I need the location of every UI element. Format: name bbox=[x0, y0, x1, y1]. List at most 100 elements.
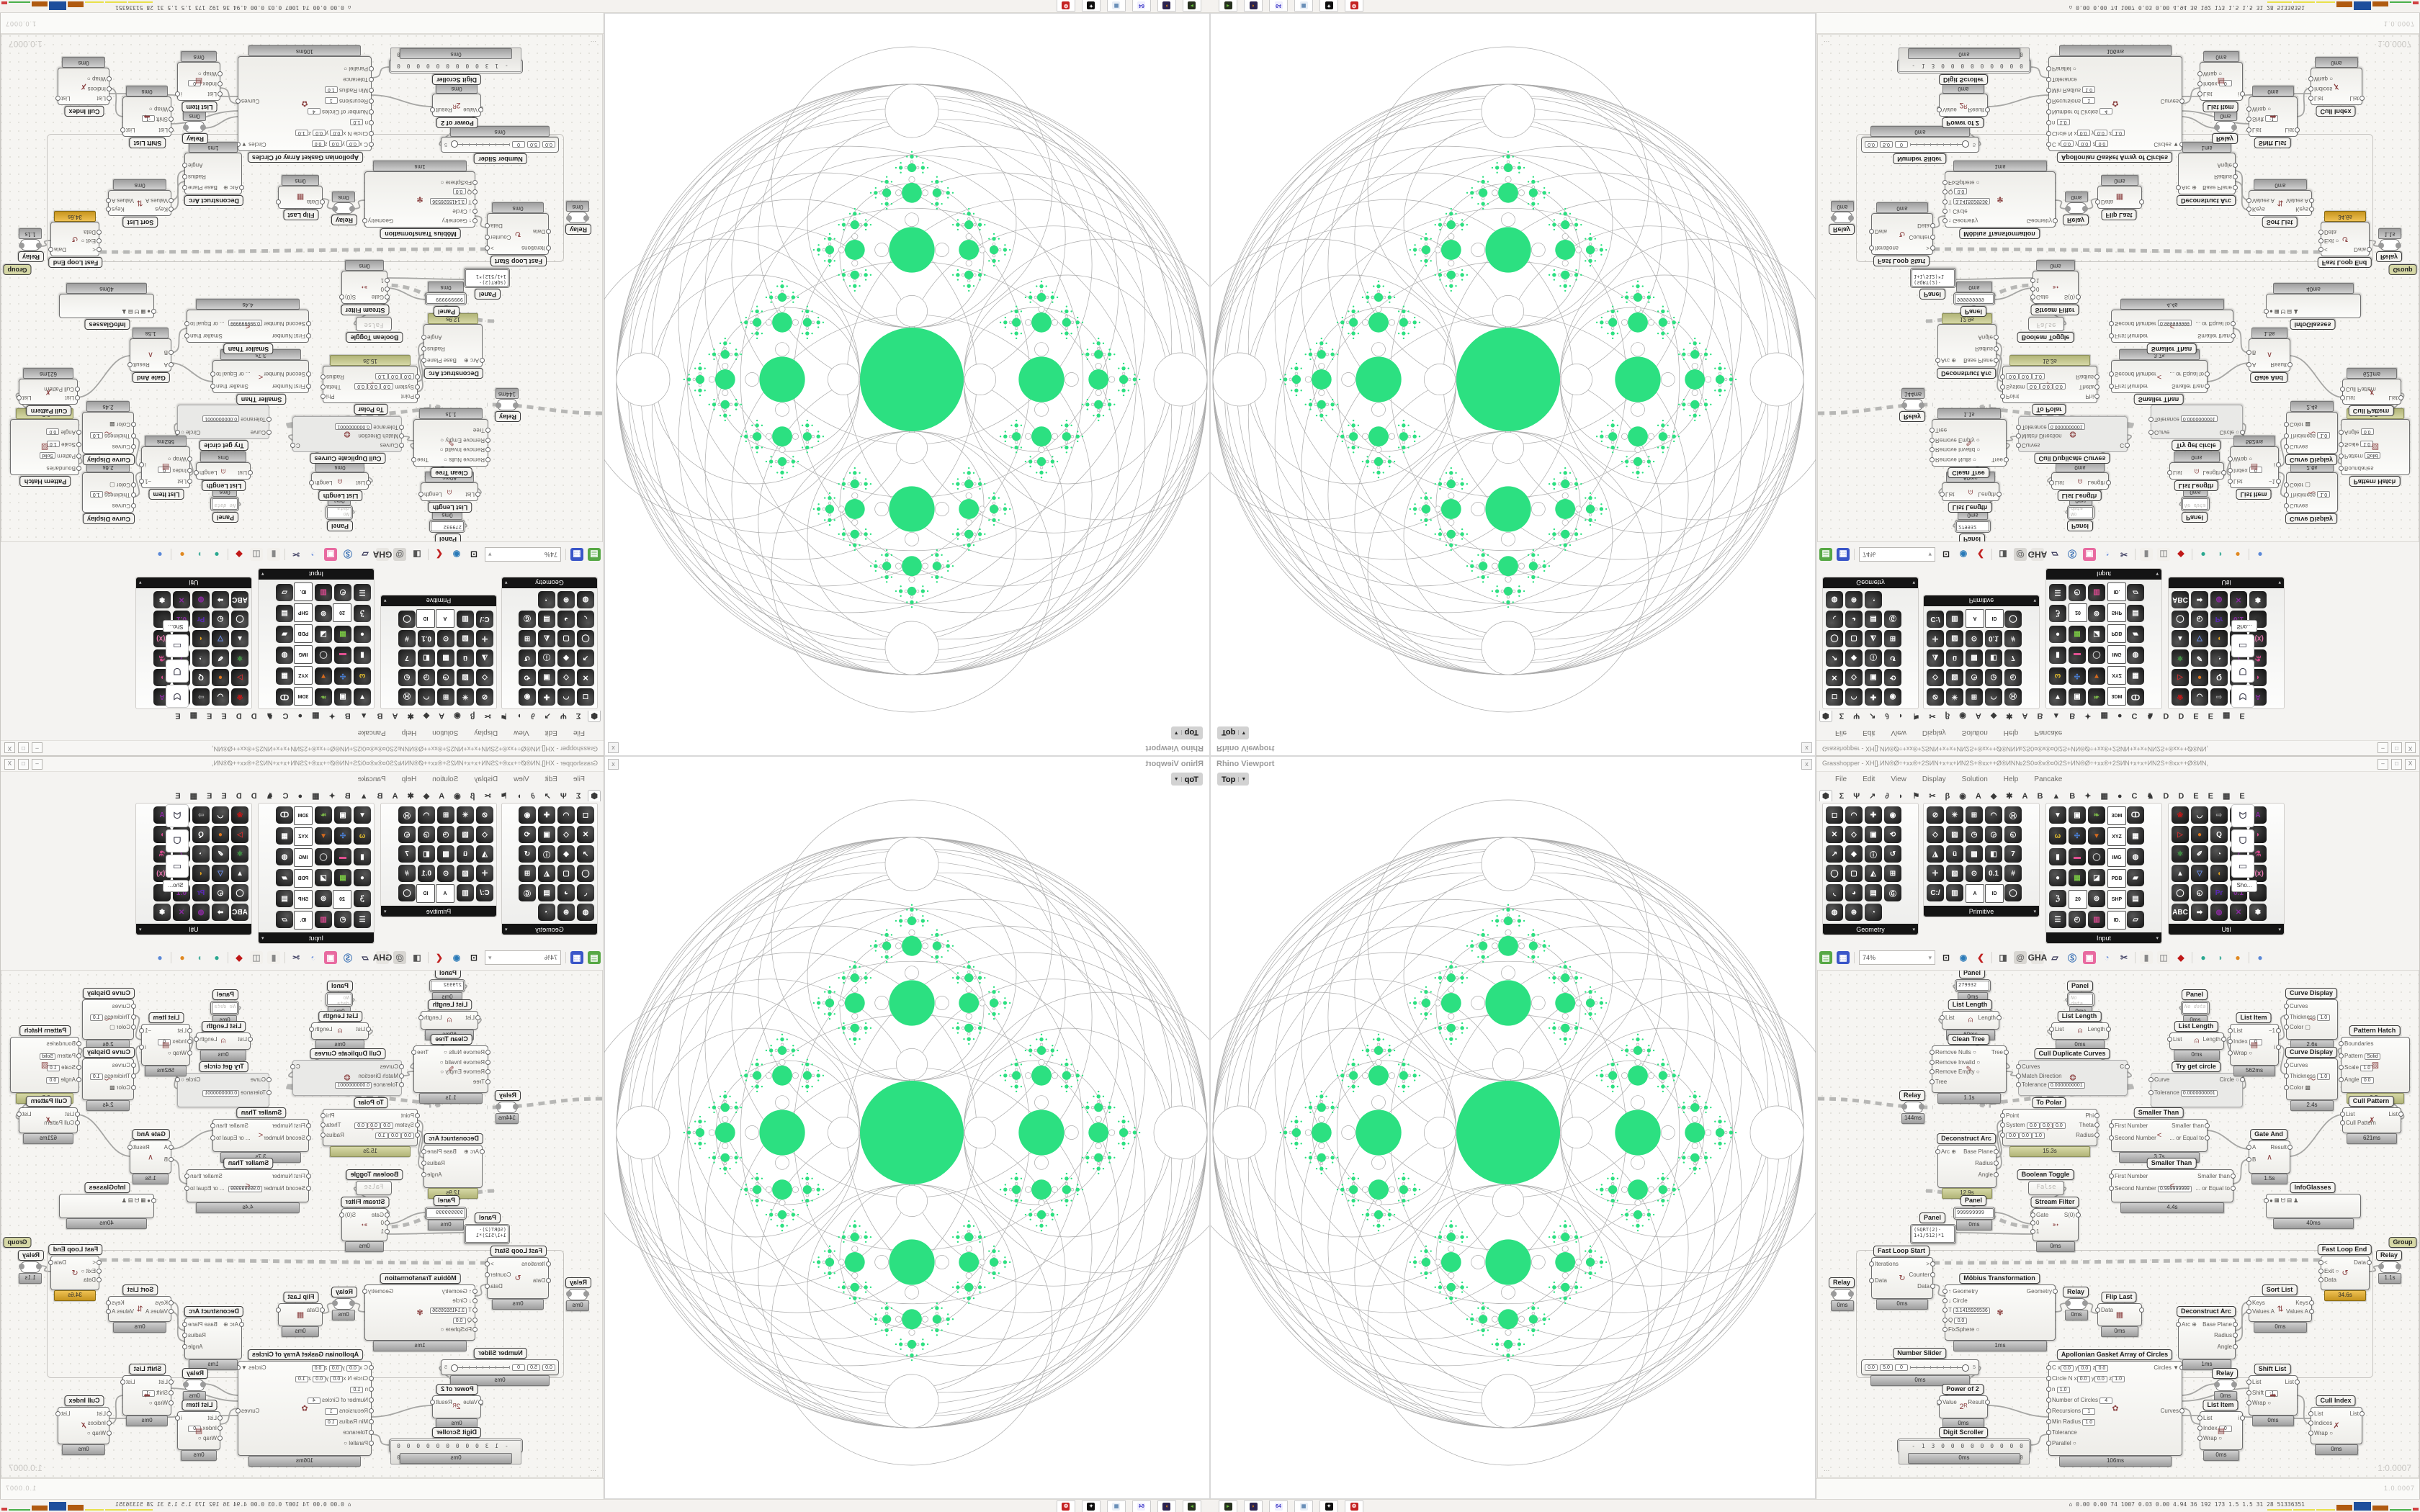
gh-component-deconstruct-arc[interactable]: Arc ⊕ Base Plane Radius Angle bbox=[421, 1145, 485, 1188]
output-port[interactable] bbox=[418, 1015, 424, 1020]
input-port[interactable] bbox=[2046, 1365, 2051, 1370]
palette-tab[interactable]: E bbox=[175, 792, 181, 801]
component-icon[interactable]: ⓘ bbox=[538, 845, 555, 863]
component-icon[interactable]: ▬ bbox=[2069, 647, 2086, 664]
component-icon[interactable]: SHP bbox=[2107, 603, 2126, 622]
gh-component-deconstruct-arc[interactable]: Arc ⊕ Base Plane Radius Angle bbox=[1935, 324, 1999, 367]
input-port[interactable] bbox=[2318, 1260, 2323, 1265]
input-port[interactable] bbox=[266, 417, 272, 422]
component-icon[interactable]: ◠ bbox=[1845, 806, 1863, 824]
component-icon[interactable]: ◭ bbox=[538, 630, 555, 647]
output-port[interactable] bbox=[48, 247, 53, 252]
input-port[interactable] bbox=[472, 1317, 478, 1323]
input-port[interactable] bbox=[2284, 482, 2289, 487]
input-port[interactable] bbox=[485, 1059, 490, 1065]
input-port[interactable] bbox=[2284, 1074, 2289, 1079]
gh-component-list-item[interactable]: List Index 0 Wrap ○ −1 i ▤ bbox=[139, 446, 192, 488]
palette-tab[interactable]: ◉ bbox=[1959, 792, 1966, 801]
input-port[interactable] bbox=[2109, 372, 2114, 377]
input-port[interactable] bbox=[2000, 1132, 2005, 1138]
component-icon[interactable]: ▢ bbox=[1845, 865, 1863, 882]
input-port[interactable] bbox=[478, 1400, 483, 1405]
component-icon[interactable]: ▦ bbox=[2069, 869, 2086, 886]
gh-component-list-length[interactable]: List Length ⍝ bbox=[2049, 1022, 2111, 1040]
component-icon[interactable]: ● bbox=[2049, 626, 2066, 643]
input-port[interactable] bbox=[131, 433, 136, 438]
close-button[interactable]: X bbox=[2405, 742, 2416, 753]
chevron-down-icon[interactable]: ▾ bbox=[1928, 953, 1932, 961]
input-port[interactable] bbox=[385, 1228, 390, 1234]
component-icon[interactable]: ω bbox=[354, 827, 371, 845]
grasshopper-window[interactable]: Grasshopper - XH[].ИN®Ø÷+xx®+2SИN+x+x+ИN… bbox=[1816, 756, 2420, 1499]
input-port[interactable] bbox=[1930, 1079, 1935, 1084]
input-port[interactable] bbox=[131, 444, 136, 449]
input-port[interactable] bbox=[76, 1076, 81, 1082]
palette-tab[interactable]: ▲ bbox=[2052, 792, 2061, 801]
palette-tab[interactable]: ∂ bbox=[1885, 711, 1889, 720]
component-icon[interactable]: ◶ bbox=[1985, 669, 2002, 686]
component-icon[interactable]: ◡ bbox=[212, 806, 229, 824]
maximize-button[interactable]: □ bbox=[2391, 759, 2402, 770]
input-port[interactable] bbox=[2340, 1120, 2345, 1125]
component-icon[interactable]: ✳ bbox=[457, 688, 474, 706]
menu-item-display[interactable]: Display bbox=[474, 775, 498, 783]
component-icon[interactable]: ▤ bbox=[276, 605, 293, 622]
palette-group-label[interactable]: Primitive ▾ bbox=[1924, 595, 2039, 606]
component-icon[interactable]: ◍ bbox=[1826, 591, 1843, 608]
component-icon[interactable]: ◍ bbox=[2210, 591, 2228, 608]
notes-icon[interactable]: ▱ bbox=[2051, 953, 2058, 963]
component-icon[interactable]: ▧ bbox=[457, 630, 474, 647]
input-port[interactable] bbox=[2339, 442, 2344, 447]
rhino-viewport[interactable]: Rhino Viewport x Top ▼ bbox=[604, 13, 1210, 756]
menu-item-pancake[interactable]: Pancake bbox=[357, 775, 386, 783]
palette-tab[interactable]: A bbox=[439, 792, 445, 801]
component-icon[interactable]: Ⓗ bbox=[398, 806, 416, 824]
output-port[interactable] bbox=[2179, 1408, 2184, 1413]
component-icon[interactable]: ID bbox=[1985, 884, 2004, 903]
input-port[interactable] bbox=[2308, 1430, 2313, 1436]
gh-component-shift-list[interactable]: List Shift -1 Wrap ○ List ➡ bbox=[120, 1375, 174, 1416]
output-port[interactable] bbox=[2094, 1113, 2099, 1118]
canvas-zoom-input[interactable]: 74% ▾ bbox=[1859, 547, 1935, 562]
component-icon[interactable]: ● bbox=[212, 826, 229, 843]
palette-tab[interactable]: E bbox=[221, 792, 227, 801]
input-port[interactable] bbox=[2340, 387, 2345, 392]
component-icon[interactable]: 20 bbox=[333, 890, 351, 909]
input-port[interactable] bbox=[320, 1308, 325, 1313]
component-icon[interactable]: 20 bbox=[333, 603, 351, 622]
input-port[interactable] bbox=[2167, 1037, 2172, 1042]
output-port[interactable] bbox=[236, 1408, 241, 1413]
output-port[interactable] bbox=[1994, 1172, 1999, 1177]
palette-tab[interactable]: Ψ bbox=[560, 711, 567, 720]
toggle-value[interactable]: False bbox=[364, 1184, 384, 1191]
palette-tab[interactable]: A bbox=[392, 792, 398, 801]
gh-component-m-bius-transformation[interactable]: ↑ Geometry ↓ Circle T 3.1415926536 Q 0.0 Fix… bbox=[1942, 1284, 2058, 1341]
component-icon[interactable]: ▤ bbox=[2127, 605, 2144, 622]
output-port[interactable] bbox=[411, 457, 416, 462]
input-port[interactable] bbox=[2095, 199, 2100, 204]
gh-component-panel[interactable]: (SQRT(2)- 1+1/512)*1 bbox=[464, 1224, 510, 1244]
component-icon[interactable]: ▰ bbox=[2127, 626, 2144, 643]
component-icon[interactable]: ✳ bbox=[1946, 806, 1963, 824]
palette-tab[interactable]: ◗ bbox=[516, 792, 522, 801]
palette-tab[interactable]: Ψ bbox=[1853, 711, 1860, 720]
chili-icon[interactable]: ❮ bbox=[1976, 549, 1985, 559]
input-port[interactable] bbox=[369, 1387, 374, 1392]
component-icon[interactable]: ▼ bbox=[2088, 827, 2105, 845]
input-port[interactable] bbox=[1940, 492, 1945, 497]
input-port[interactable] bbox=[546, 229, 551, 234]
output-port[interactable] bbox=[175, 430, 180, 435]
palette-group-label[interactable]: Primitive ▾ bbox=[381, 906, 496, 917]
input-port[interactable] bbox=[1869, 1278, 1874, 1283]
component-icon[interactable]: IMG bbox=[294, 848, 313, 867]
output-port[interactable] bbox=[106, 198, 111, 203]
input-port[interactable] bbox=[169, 1157, 174, 1162]
gh-component-deconstruct-arc[interactable]: Arc ⊕ Base Plane Radius Angle bbox=[2176, 1318, 2238, 1359]
menu-item-file[interactable]: File bbox=[573, 775, 585, 783]
taskbar-app-security[interactable]: ❂ bbox=[1057, 1500, 1075, 1512]
palette-tab[interactable]: E bbox=[2239, 711, 2245, 720]
palette-tab[interactable]: ◉ bbox=[454, 711, 461, 720]
output-port[interactable] bbox=[2125, 1064, 2130, 1069]
component-icon[interactable]: ▬ bbox=[334, 848, 351, 865]
palette-tab[interactable]: ⬢ bbox=[588, 711, 601, 722]
